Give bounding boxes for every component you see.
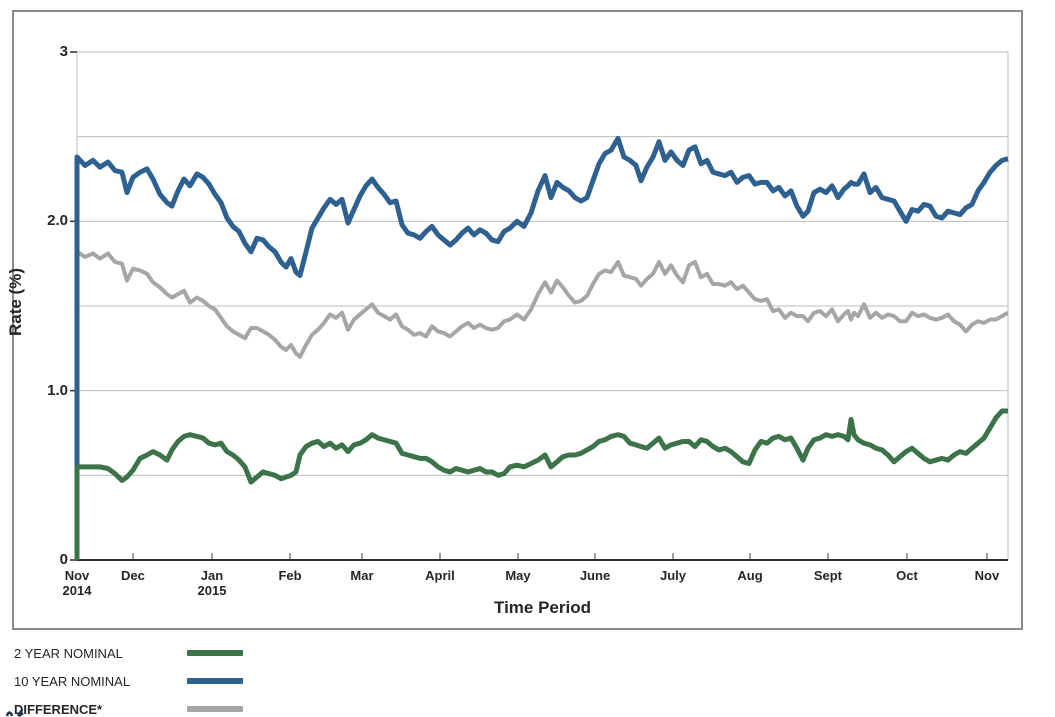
legend-label: 2 YEAR NOMINAL <box>14 645 123 661</box>
legend-item-10-year-nominal: 10 YEAR NOMINAL <box>14 667 334 695</box>
x-tick-year-label: 2015 <box>197 583 227 598</box>
series-line-2-year-nominal <box>74 408 1008 560</box>
x-tick-label: Jan 2015 <box>182 568 242 598</box>
legend: 2 YEAR NOMINAL 10 YEAR NOMINAL DIFFERENC… <box>14 639 334 717</box>
y-axis-title: Rate (%) <box>6 268 25 337</box>
gray-line-swatch <box>187 706 243 712</box>
series-line-difference- <box>75 249 1009 560</box>
x-tick-label: July <box>660 568 687 583</box>
x-tick-label: May <box>505 568 531 583</box>
green-line-swatch <box>187 650 243 656</box>
x-tick-label: Aug <box>737 568 763 583</box>
x-axis-title: Time Period <box>494 598 591 617</box>
x-tick-year-label: 2014 <box>62 583 92 598</box>
chart-outer-border <box>12 10 1023 630</box>
y-tick-label: 2.0 <box>47 212 68 230</box>
x-tick-label: Dec <box>121 568 145 583</box>
x-tick-label: Mar <box>350 568 374 583</box>
legend-label: DIFFERENCE* <box>14 701 103 717</box>
x-tick-label: Sept <box>813 568 843 583</box>
legend-label: 10 YEAR NOMINAL <box>14 673 131 689</box>
y-tick-label: 3 <box>59 43 68 60</box>
x-tick-label: Nov 2014 <box>47 568 107 598</box>
series-line-10-year-nominal <box>74 135 1009 560</box>
y-tick-label: 1.0 <box>47 381 68 399</box>
legend-item-2-year-nominal: 2 YEAR NOMINAL <box>14 639 334 667</box>
x-tick-label: June <box>579 568 611 583</box>
blue-line-swatch <box>187 678 243 684</box>
x-tick-label: Feb <box>278 568 302 583</box>
x-tick-label: April <box>425 568 455 583</box>
legend-item-difference: DIFFERENCE* <box>14 695 334 717</box>
x-tick-label: Oct <box>896 568 918 583</box>
cropped-glyph-artifact <box>5 709 24 717</box>
x-tick-label: Nov <box>974 568 1000 583</box>
y-tick-label: 0 <box>59 551 68 568</box>
